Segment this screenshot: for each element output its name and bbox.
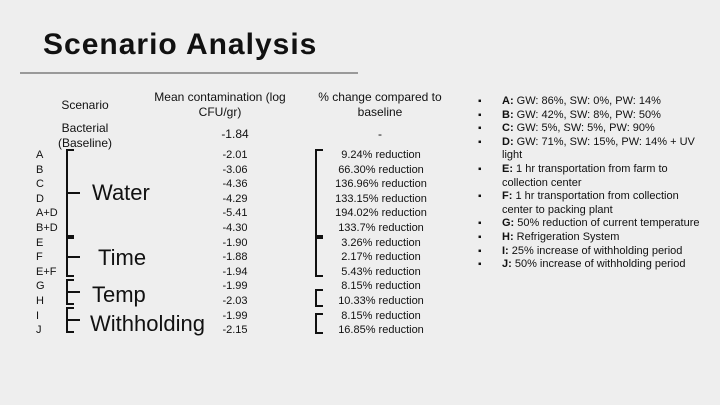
group-label-water: Water — [92, 180, 150, 205]
legend-item: ▪ H: Refrigeration System — [478, 230, 620, 243]
scenario-legend: ▪ A: GW: 86%, SW: 0%, PW: 14% ▪ B: GW: 42%… — [478, 95, 710, 272]
scenario-label: I — [36, 309, 40, 322]
mean-value: -1.99 — [222, 280, 248, 293]
change-value: 10.33% reduction — [338, 294, 424, 307]
scenario-label: H — [36, 294, 44, 307]
header-scenario: Scenario — [61, 98, 109, 112]
change-value: 133.7% reduction — [338, 221, 424, 234]
mean-value: -4.29 — [222, 192, 248, 205]
bullet-icon: ▪ — [478, 109, 482, 121]
change-value: 133.15% reduction — [335, 192, 427, 205]
legend-item: ▪ E: 1 hr transportation from farm to col… — [478, 162, 668, 189]
mean-value: -2.03 — [222, 294, 248, 307]
group-label-time: Time — [98, 245, 147, 270]
bullet-icon: ▪ — [478, 136, 482, 148]
bullet-icon: ▪ — [478, 123, 482, 135]
scenario-label: A+D — [36, 207, 58, 220]
bullet-icon: ▪ — [478, 191, 482, 203]
scenario-label: B+D — [36, 221, 58, 234]
mean-column: -2.01 -3.06 -4.36 -4.29 -5.41 -4.30 -1.9… — [205, 148, 265, 338]
bracket-water — [66, 149, 80, 237]
legend-item: ▪ I: 25% increase of withholding period — [478, 244, 683, 257]
mean-value: -1.99 — [222, 309, 248, 322]
change-value: 136.96% reduction — [335, 178, 427, 191]
baseline-label: Bacterial (Baseline) — [57, 121, 113, 150]
mean-value: -2.15 — [222, 324, 248, 337]
bullet-icon: ▪ — [478, 259, 482, 271]
group-label-temp: Temp — [92, 282, 146, 307]
mean-value: -4.36 — [222, 178, 248, 191]
scenario-label: J — [36, 324, 42, 337]
mean-value: -5.41 — [222, 207, 248, 220]
change-value: 3.26% reduction — [341, 236, 421, 249]
bullet-icon: ▪ — [478, 163, 482, 175]
bullet-icon: ▪ — [478, 245, 482, 257]
header-change: % change compared to baseline — [318, 90, 442, 119]
legend-item: ▪ C: GW: 5%, SW: 5%, PW: 90% — [478, 122, 655, 135]
mean-value: -3.06 — [222, 163, 248, 176]
change-value: 9.24% reduction — [341, 149, 421, 161]
change-value: 194.02% reduction — [335, 207, 427, 220]
change-value: 5.43% reduction — [341, 265, 421, 278]
scenario-label: C — [36, 178, 44, 191]
bullet-icon: ▪ — [478, 96, 482, 107]
mean-value: -1.90 — [222, 236, 248, 249]
bullet-icon: ▪ — [478, 231, 482, 243]
scenario-label: A — [36, 149, 44, 161]
bracket-time — [66, 237, 80, 277]
mean-value: -1.94 — [222, 265, 248, 278]
bracket-right-temp — [315, 289, 323, 307]
change-column: 9.24% reduction 66.30% reduction 136.96%… — [325, 148, 437, 338]
bullet-icon: ▪ — [478, 218, 482, 230]
scenario-label: E — [36, 236, 44, 249]
scenario-label: G — [36, 280, 45, 293]
scenario-column: A B C D A+D B+D E F E+F G H I J — [36, 148, 58, 338]
baseline-mean: -1.84 — [221, 127, 249, 141]
bracket-right-withholding — [315, 313, 323, 334]
bracket-withholding — [66, 307, 80, 333]
change-value: 2.17% reduction — [341, 251, 421, 264]
scenario-label: B — [36, 163, 44, 176]
slide-title: Scenario Analysis — [43, 28, 318, 61]
scenario-label: F — [36, 251, 43, 264]
legend-item: ▪ A: GW: 86%, SW: 0%, PW: 14% — [478, 95, 661, 107]
group-label-withholding: Withholding — [90, 311, 205, 336]
change-value: 8.15% reduction — [341, 309, 421, 322]
legend-item: ▪ B: GW: 42%, SW: 8%, PW: 50% — [478, 108, 661, 121]
legend-item: ▪ D: GW: 71%, SW: 15%, PW: 14% + UV light — [478, 135, 695, 162]
header-mean: Mean contamination (log CFU/gr) — [154, 90, 286, 119]
legend-item: ▪ G: 50% reduction of current temperature — [478, 217, 700, 230]
scenario-label: E+F — [36, 265, 57, 278]
mean-value: -2.01 — [222, 149, 248, 161]
change-value: 16.85% reduction — [338, 324, 424, 337]
scenario-label: D — [36, 192, 44, 205]
mean-value: -4.30 — [222, 221, 248, 234]
legend-item: ▪ F: 1 hr transportation from collection … — [478, 190, 679, 216]
bracket-temp — [66, 279, 80, 305]
change-value: 66.30% reduction — [338, 163, 424, 176]
title-underline — [20, 72, 358, 74]
bracket-right-time — [315, 237, 323, 277]
bracket-right-water — [315, 149, 323, 237]
legend-item: ▪ J: 50% increase of withholding period — [478, 258, 686, 271]
change-value: 8.15% reduction — [341, 280, 421, 293]
baseline-change: - — [378, 127, 382, 141]
mean-value: -1.88 — [222, 251, 248, 264]
